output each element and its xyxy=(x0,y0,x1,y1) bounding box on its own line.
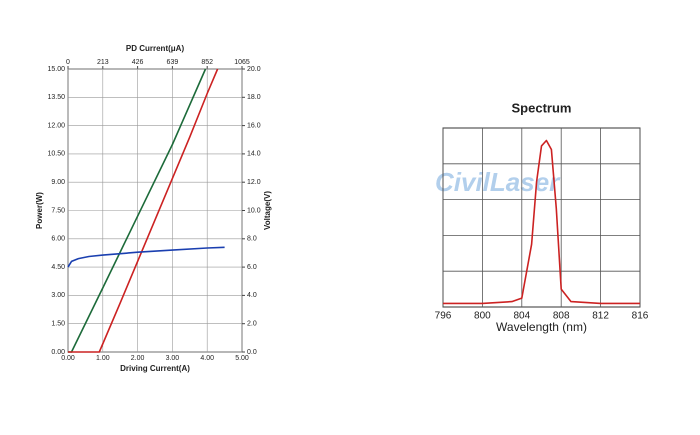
y2-tick-label: 2.0 xyxy=(247,321,257,328)
y2-tick-label: 8.0 xyxy=(247,236,257,243)
plot-frame xyxy=(442,127,641,308)
y-tick-label: 10.50 xyxy=(47,151,65,158)
data-line xyxy=(68,68,219,353)
y2-tick-label: 10.0 xyxy=(247,207,261,214)
y-tick-label: 7.50 xyxy=(51,207,65,214)
x-tick-label: 0.00 xyxy=(61,355,75,362)
x-tick-label: 3.00 xyxy=(166,355,180,362)
y2-tick-label: 4.0 xyxy=(247,292,257,299)
y-tick-label: 15.00 xyxy=(47,66,65,73)
y-tick-label: 4.50 xyxy=(51,264,65,271)
x-tick-label: 2.00 xyxy=(131,355,145,362)
x2-tick-label: 639 xyxy=(167,59,179,66)
x-tick-label: 5.00 xyxy=(235,355,249,362)
x-axis-label: Wavelength (nm) xyxy=(496,320,587,334)
x-tick-label: 800 xyxy=(474,311,491,322)
y-tick-label: 1.50 xyxy=(51,321,65,328)
y-tick-label: 13.50 xyxy=(47,94,65,101)
y2-tick-label: 20.0 xyxy=(247,66,261,73)
y-tick-label: 0.00 xyxy=(51,349,65,356)
y-tick-label: 9.00 xyxy=(51,179,65,186)
x2-tick-label: 852 xyxy=(201,59,213,66)
x-tick-label: 812 xyxy=(592,311,609,322)
x-axis-label: Driving Current(A) xyxy=(120,364,190,373)
chart-title: Spectrum xyxy=(512,100,572,115)
y-tick-label: 6.00 xyxy=(51,236,65,243)
data-line xyxy=(443,139,640,305)
x-tick-label: 796 xyxy=(435,311,452,322)
y-axis-label: Power(W) xyxy=(35,192,44,229)
y2-tick-label: 16.0 xyxy=(247,122,261,129)
x-tick-label: 1.00 xyxy=(96,355,110,362)
x2-axis-label: PD Current(μA) xyxy=(126,44,185,53)
y2-tick-label: 18.0 xyxy=(247,94,261,101)
x2-tick-label: 426 xyxy=(132,59,144,66)
y2-tick-label: 12.0 xyxy=(247,179,261,186)
data-line xyxy=(67,246,225,268)
y2-tick-label: 14.0 xyxy=(247,151,261,158)
x-tick-label: 808 xyxy=(553,311,570,322)
y-tick-label: 3.00 xyxy=(51,292,65,299)
y-tick-label: 12.00 xyxy=(47,122,65,129)
x-tick-label: 816 xyxy=(632,311,649,322)
x2-tick-label: 1065 xyxy=(234,59,250,66)
x2-tick-label: 0 xyxy=(66,59,70,66)
x-tick-label: 4.00 xyxy=(200,355,214,362)
x-tick-label: 804 xyxy=(513,311,530,322)
watermark: CivilLaser xyxy=(435,167,561,197)
y2-axis-label: Voltage(V) xyxy=(263,191,272,230)
x2-tick-label: 213 xyxy=(97,59,109,66)
y2-tick-label: 6.0 xyxy=(247,264,257,271)
y2-tick-label: 0.0 xyxy=(247,349,257,356)
